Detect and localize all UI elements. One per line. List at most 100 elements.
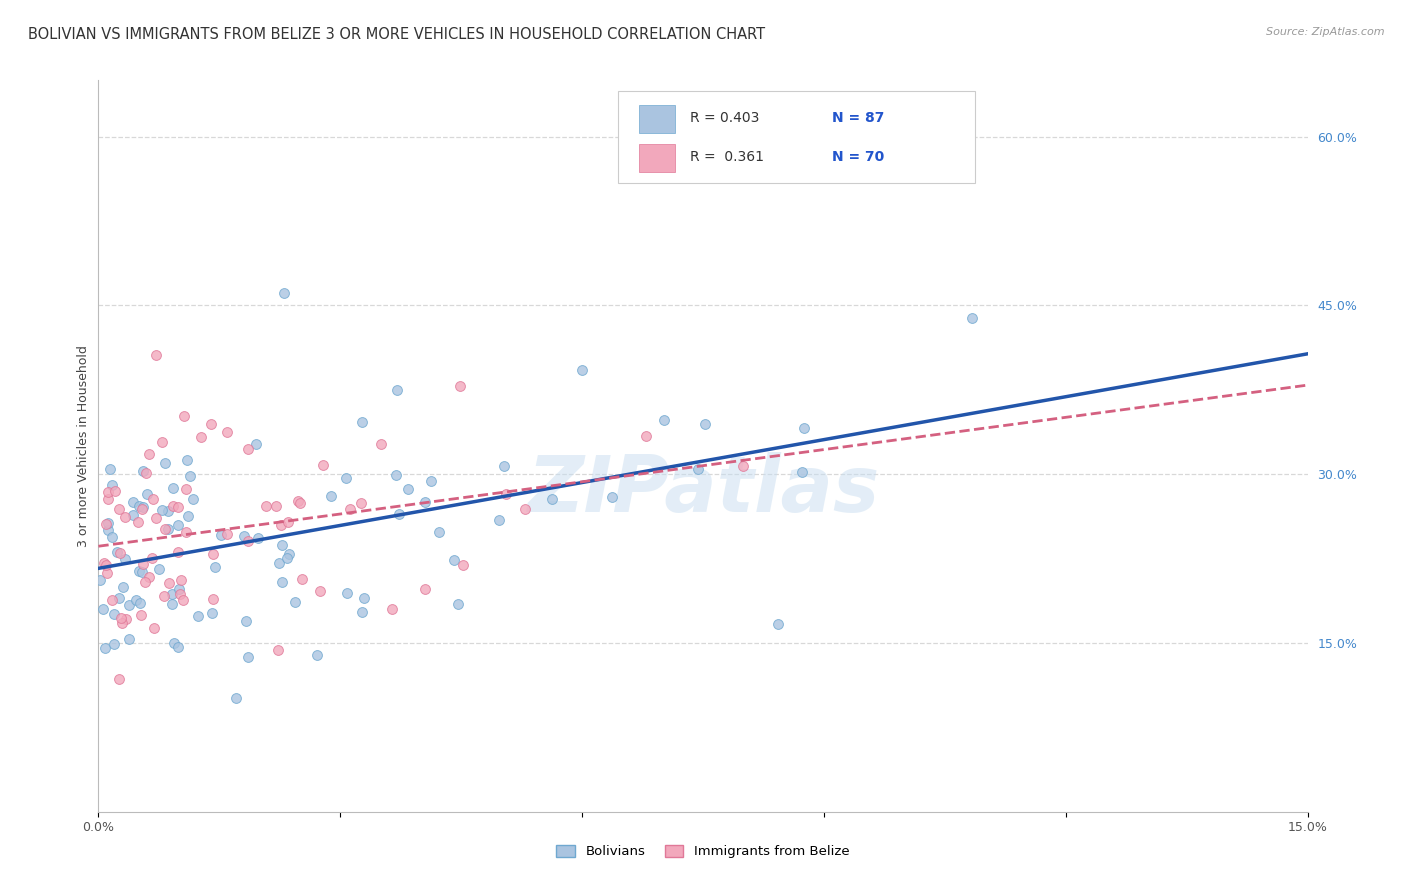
Text: R = 0.403: R = 0.403	[690, 112, 759, 126]
Point	[107, 672, 129, 686]
Point	[177, 508, 200, 523]
Point	[127, 516, 149, 530]
Point	[350, 605, 373, 619]
Point	[135, 487, 157, 501]
Point	[201, 548, 224, 562]
Point	[169, 587, 191, 601]
Point	[145, 348, 167, 362]
Point	[339, 501, 361, 516]
Point	[150, 435, 173, 450]
Legend: Bolivians, Immigrants from Belize: Bolivians, Immigrants from Belize	[551, 839, 855, 863]
Point	[201, 607, 224, 621]
Point	[290, 496, 312, 510]
Point	[284, 595, 307, 609]
Point	[121, 508, 143, 523]
Point	[105, 545, 128, 559]
Point	[108, 502, 131, 516]
Point	[276, 550, 298, 565]
Point	[204, 560, 226, 574]
Point	[128, 564, 150, 578]
Point	[153, 457, 176, 471]
Point	[167, 500, 190, 515]
Point	[453, 558, 475, 572]
Point	[118, 632, 141, 646]
Point	[166, 517, 188, 532]
Point	[108, 546, 131, 560]
Point	[571, 363, 593, 377]
Y-axis label: 3 or more Vehicles in Household: 3 or more Vehicles in Household	[77, 345, 90, 547]
Point	[141, 550, 163, 565]
FancyBboxPatch shape	[638, 105, 675, 133]
Point	[200, 417, 222, 431]
Point	[693, 417, 716, 431]
Text: ZIPatlas: ZIPatlas	[527, 452, 879, 528]
Point	[108, 591, 131, 605]
Point	[94, 641, 117, 656]
Point	[157, 575, 180, 590]
Point	[132, 500, 155, 515]
Point	[160, 597, 183, 611]
Point	[350, 496, 373, 510]
Point	[142, 492, 165, 507]
Point	[131, 501, 153, 516]
Point	[148, 562, 170, 576]
Point	[209, 528, 232, 542]
Point	[413, 582, 436, 596]
Point	[100, 592, 122, 607]
Text: N = 70: N = 70	[832, 150, 884, 164]
Point	[170, 573, 193, 587]
Point	[114, 552, 136, 566]
Point	[269, 556, 291, 570]
Point	[131, 565, 153, 579]
FancyBboxPatch shape	[619, 91, 976, 183]
Point	[131, 557, 153, 571]
Point	[413, 495, 436, 509]
Point	[449, 379, 471, 393]
Point	[636, 429, 658, 443]
Point	[172, 593, 194, 607]
Point	[115, 612, 138, 626]
Point	[245, 437, 267, 451]
Point	[238, 533, 260, 548]
Point	[427, 524, 450, 539]
Point	[600, 490, 623, 504]
Point	[271, 575, 294, 590]
Point	[236, 442, 259, 456]
Point	[271, 539, 294, 553]
Point	[388, 507, 411, 521]
Point	[264, 500, 287, 514]
Point	[121, 495, 143, 509]
Point	[270, 518, 292, 533]
Point	[129, 607, 152, 622]
Point	[181, 491, 204, 506]
Point	[89, 573, 111, 587]
Point	[132, 464, 155, 478]
Point	[97, 516, 120, 530]
Point	[319, 489, 342, 503]
Point	[103, 638, 125, 652]
Point	[138, 569, 160, 583]
Point	[381, 602, 404, 616]
Point	[173, 409, 195, 423]
Point	[267, 642, 290, 657]
Point	[96, 566, 118, 581]
Point	[686, 461, 709, 475]
Point	[420, 475, 443, 489]
Point	[179, 468, 201, 483]
Point	[135, 466, 157, 480]
Point	[174, 525, 197, 540]
Point	[291, 573, 314, 587]
Point	[353, 591, 375, 605]
Point	[128, 499, 150, 513]
Point	[384, 468, 406, 483]
Point	[488, 513, 510, 527]
Point	[138, 447, 160, 461]
Point	[143, 621, 166, 635]
Text: N = 87: N = 87	[832, 112, 884, 126]
Point	[100, 530, 122, 544]
Point	[447, 598, 470, 612]
Point	[277, 515, 299, 529]
Point	[254, 499, 277, 513]
Point	[162, 481, 184, 495]
Point	[134, 575, 156, 590]
